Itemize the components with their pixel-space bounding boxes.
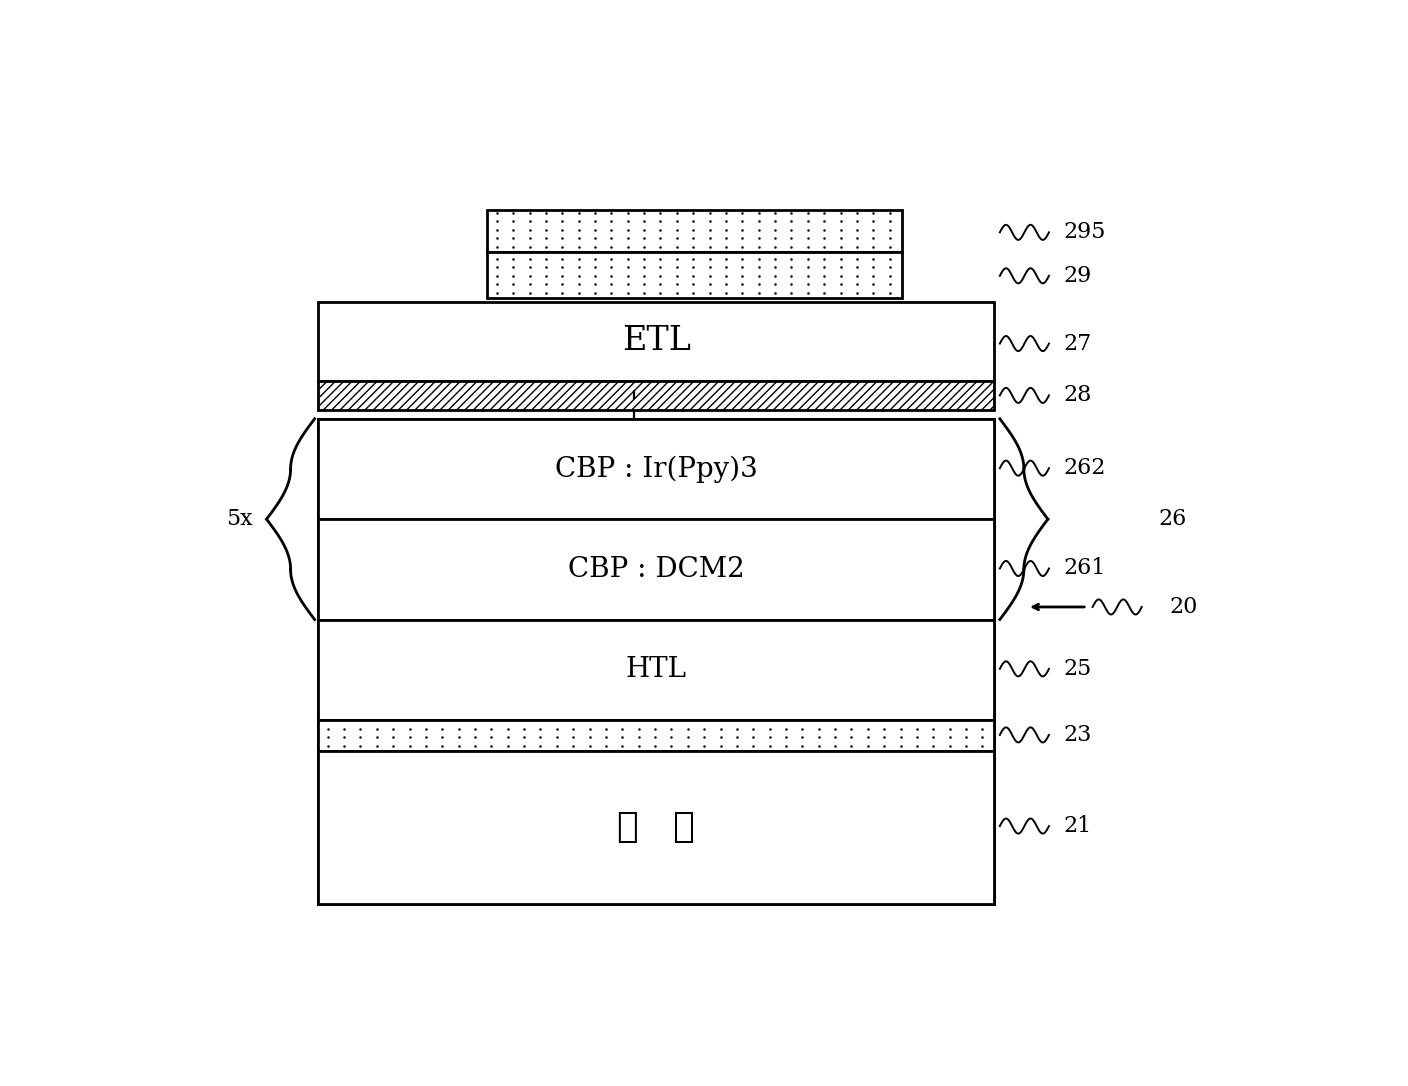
Text: 27: 27 (1063, 332, 1091, 354)
Text: CBP : DCM2: CBP : DCM2 (567, 556, 745, 583)
Bar (487, 210, 901, 252)
Text: 261: 261 (1063, 557, 1105, 580)
Bar (318, 619, 994, 720)
Bar (318, 519, 994, 619)
Text: 29: 29 (1063, 265, 1091, 287)
Text: HTL: HTL (625, 656, 687, 683)
Text: 20: 20 (1169, 596, 1197, 618)
Text: 21: 21 (1063, 816, 1091, 837)
Bar (318, 720, 994, 750)
Text: 295: 295 (1063, 222, 1105, 243)
Bar (318, 302, 994, 381)
Bar (318, 419, 994, 519)
Text: 25: 25 (1063, 658, 1091, 680)
Text: ETL: ETL (622, 326, 690, 357)
Bar (318, 750, 994, 904)
Text: 262: 262 (1063, 457, 1105, 479)
Text: 28: 28 (1063, 384, 1091, 406)
Text: 基   板: 基 板 (617, 810, 696, 844)
Bar (487, 252, 901, 298)
Text: 26: 26 (1157, 508, 1187, 530)
Text: 5x: 5x (225, 508, 252, 530)
Bar (318, 419, 994, 904)
Text: CBP : Ir(Ppy)3: CBP : Ir(Ppy)3 (555, 455, 758, 482)
Bar (318, 381, 994, 411)
Text: 23: 23 (1063, 724, 1091, 746)
